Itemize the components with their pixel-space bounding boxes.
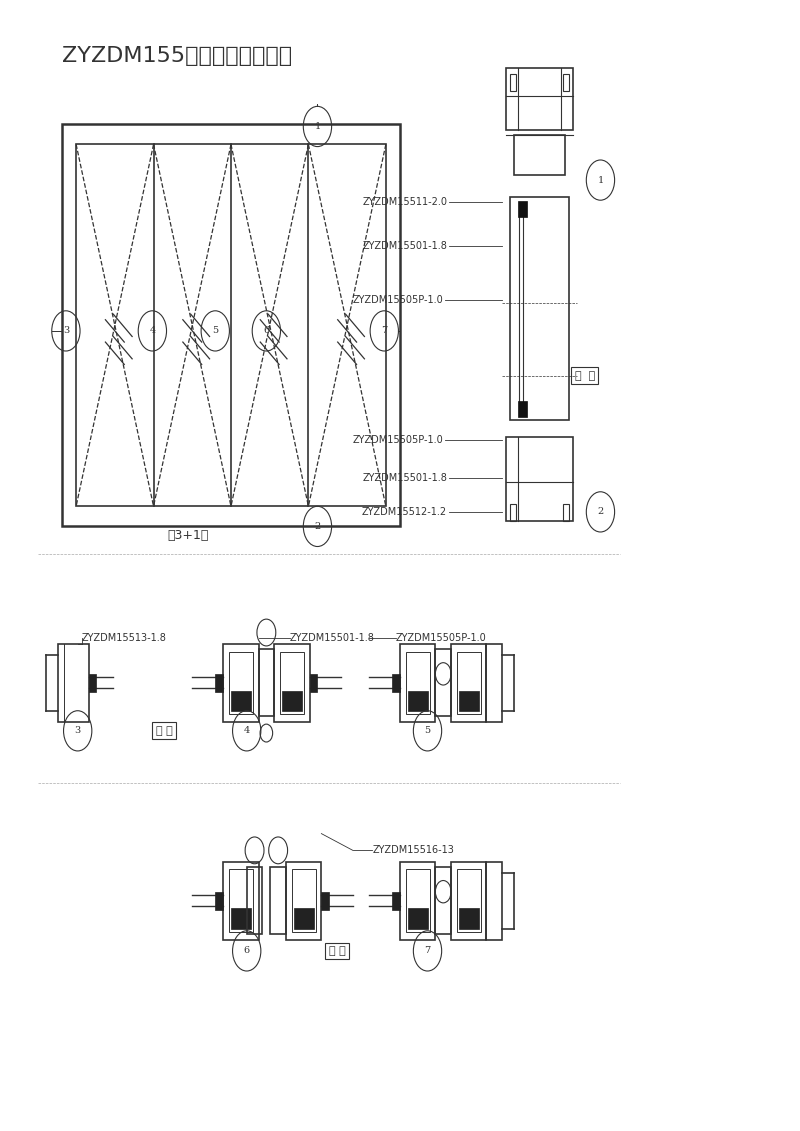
Text: ZYZDM15501-1.8: ZYZDM15501-1.8 — [290, 633, 375, 644]
Circle shape — [257, 619, 276, 646]
Bar — [459, 691, 478, 710]
Bar — [510, 504, 516, 520]
Bar — [322, 891, 330, 909]
Circle shape — [245, 837, 264, 864]
Text: 1: 1 — [314, 122, 321, 131]
Bar — [76, 145, 386, 507]
Text: 室  外: 室 外 — [574, 371, 595, 381]
Bar — [223, 862, 258, 940]
Bar — [392, 891, 400, 909]
Bar — [62, 124, 400, 526]
Bar — [562, 74, 569, 90]
Text: 〈3+1〉: 〈3+1〉 — [167, 529, 209, 542]
Bar — [451, 862, 486, 940]
Bar — [291, 870, 316, 932]
Bar — [510, 74, 516, 90]
Bar — [486, 862, 502, 940]
Bar — [270, 867, 286, 934]
Text: 6: 6 — [263, 327, 270, 336]
Text: ZYZDM15505P-1.0: ZYZDM15505P-1.0 — [353, 295, 443, 304]
Bar — [514, 136, 565, 174]
Text: 6: 6 — [244, 947, 250, 956]
Bar — [510, 197, 569, 421]
Text: ZYZDM15505P-1.0: ZYZDM15505P-1.0 — [353, 435, 443, 446]
Bar — [215, 674, 223, 692]
Text: 4: 4 — [150, 327, 155, 336]
Text: ZYZDM15511-2.0: ZYZDM15511-2.0 — [362, 198, 447, 207]
Bar — [457, 870, 481, 932]
Text: 5: 5 — [212, 327, 218, 336]
Text: 7: 7 — [381, 327, 387, 336]
Bar — [406, 651, 430, 714]
Text: ZYZDM15501-1.8: ZYZDM15501-1.8 — [362, 474, 447, 483]
Bar — [286, 862, 322, 940]
Bar — [408, 908, 427, 929]
Bar — [282, 691, 302, 710]
Bar — [294, 908, 314, 929]
Bar — [258, 649, 274, 716]
Bar — [562, 504, 569, 520]
Bar — [223, 644, 258, 722]
Bar — [506, 437, 573, 520]
Bar — [400, 644, 435, 722]
Bar — [58, 644, 90, 722]
Bar — [451, 644, 486, 722]
Bar — [457, 651, 481, 714]
Circle shape — [269, 837, 287, 864]
Text: 室 外: 室 外 — [156, 726, 173, 736]
Bar — [486, 644, 502, 722]
Bar — [506, 68, 573, 130]
Bar — [459, 908, 478, 929]
Bar — [518, 402, 527, 417]
Text: 7: 7 — [424, 947, 430, 956]
Text: ZYZDM15501-1.8: ZYZDM15501-1.8 — [362, 241, 447, 251]
Text: 5: 5 — [425, 726, 430, 735]
Bar — [406, 870, 430, 932]
Text: 4: 4 — [243, 726, 250, 735]
Bar — [400, 862, 435, 940]
Bar — [231, 691, 250, 710]
Bar — [392, 674, 400, 692]
Bar — [310, 674, 318, 692]
Text: ZYZDM155系列折叠门结构图: ZYZDM155系列折叠门结构图 — [62, 46, 292, 66]
Text: ZYZDM15505P-1.0: ZYZDM15505P-1.0 — [396, 633, 487, 644]
Text: ZYZDM15516-13: ZYZDM15516-13 — [373, 845, 454, 855]
Text: ZYZDM15513-1.8: ZYZDM15513-1.8 — [82, 633, 166, 644]
Bar — [408, 691, 427, 710]
Bar — [229, 870, 253, 932]
Bar — [215, 891, 223, 909]
Text: 3: 3 — [74, 726, 81, 735]
Bar — [280, 651, 304, 714]
Bar — [518, 201, 527, 217]
Text: 2: 2 — [598, 508, 603, 517]
Bar — [231, 908, 250, 929]
Bar — [274, 644, 310, 722]
Bar — [246, 867, 262, 934]
Text: 2: 2 — [314, 521, 321, 530]
Bar — [435, 867, 451, 934]
Bar — [90, 674, 96, 692]
Text: 1: 1 — [598, 175, 603, 184]
Bar — [229, 651, 253, 714]
Text: ZYZDM15512-1.2: ZYZDM15512-1.2 — [362, 507, 447, 517]
Text: 3: 3 — [62, 327, 69, 336]
Bar — [435, 649, 451, 716]
Text: 室 外: 室 外 — [329, 946, 346, 956]
